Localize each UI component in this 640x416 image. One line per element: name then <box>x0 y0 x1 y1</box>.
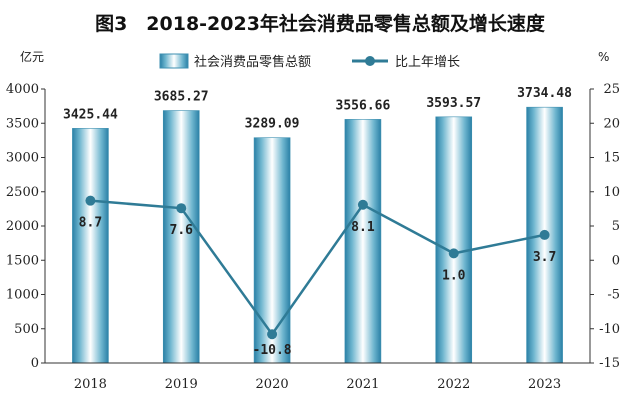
bar-value-label-2018: 3425.44 <box>63 107 118 122</box>
right-tick-label: 5 <box>612 219 620 234</box>
bar-value-label-2020: 3289.09 <box>245 117 300 132</box>
legend: 社会消费品零售总额 比上年增长 <box>159 53 460 70</box>
right-tick-label: 15 <box>603 151 620 166</box>
right-tick-label: 10 <box>603 185 620 200</box>
x-axis-ticks: 2018 2019 2020 2021 2022 2023 <box>74 377 561 392</box>
right-tick-label: -15 <box>599 356 620 371</box>
left-tick-label: 2500 <box>6 185 39 200</box>
left-tick-label: 3500 <box>6 116 39 131</box>
growth-point-2021 <box>357 199 368 210</box>
bars-group <box>72 106 563 364</box>
left-axis-ticks: 0 500 1000 1500 2000 2500 3000 3500 4000 <box>6 82 45 371</box>
growth-point-2018 <box>85 195 96 206</box>
left-tick-label: 0 <box>31 356 39 371</box>
line-group <box>85 195 550 340</box>
legend-bar-swatch <box>159 53 189 69</box>
right-tick-label: 20 <box>603 116 620 131</box>
bar-value-label-2022: 3593.57 <box>426 96 481 111</box>
right-axis-unit: % <box>598 50 609 64</box>
right-tick-label: 0 <box>612 253 620 268</box>
right-tick-label: -5 <box>607 288 620 303</box>
bar-2018 <box>72 128 109 364</box>
x-tick-label-2018: 2018 <box>74 377 107 392</box>
growth-point-2022 <box>448 248 459 259</box>
growth-value-label-2022: 1.0 <box>442 268 466 283</box>
growth-line <box>90 199 545 337</box>
x-tick-label-2019: 2019 <box>165 377 198 392</box>
growth-value-label-2021: 8.1 <box>351 220 375 235</box>
left-axis-unit: 亿元 <box>20 49 44 64</box>
growth-value-label-2020: -10.8 <box>253 343 292 358</box>
left-tick-label: 3000 <box>6 151 39 166</box>
bar-2022 <box>435 116 473 364</box>
legend-line-label: 比上年增长 <box>395 55 460 70</box>
legend-line-marker <box>365 56 375 66</box>
left-tick-label: 1500 <box>6 253 39 268</box>
line-labels-group: 8.7 7.6 -10.8 8.1 1.0 3.7 <box>79 216 557 359</box>
legend-bar-label: 社会消费品零售总额 <box>194 54 311 70</box>
right-axis-ticks: -15 -10 -5 0 5 10 15 20 25 <box>590 82 620 371</box>
bar-labels-group: 3425.44 3685.27 3289.09 3556.66 3593.57 3734.… <box>63 86 572 132</box>
left-tick-label: 4000 <box>6 82 39 97</box>
bar-value-label-2021: 3556.66 <box>336 98 391 113</box>
x-tick-label-2020: 2020 <box>256 377 289 392</box>
growth-value-label-2019: 7.6 <box>170 223 194 238</box>
left-tick-label: 1000 <box>6 288 39 303</box>
left-tick-label: 2000 <box>6 219 39 234</box>
right-tick-label: -10 <box>599 322 620 337</box>
bar-value-label-2019: 3685.27 <box>154 90 209 105</box>
right-tick-label: 25 <box>603 82 620 97</box>
growth-point-2020 <box>267 329 278 340</box>
bar-value-label-2023: 3734.48 <box>517 86 572 101</box>
growth-value-label-2018: 8.7 <box>79 216 102 231</box>
growth-value-label-2023: 3.7 <box>533 250 556 265</box>
growth-point-2023 <box>539 229 550 240</box>
growth-point-2019 <box>176 203 187 214</box>
bar-2020 <box>253 137 291 364</box>
left-tick-label: 500 <box>14 322 39 337</box>
x-tick-label-2021: 2021 <box>346 377 379 392</box>
bar-2021 <box>344 119 382 364</box>
x-tick-label-2022: 2022 <box>437 377 470 392</box>
x-tick-label-2023: 2023 <box>528 377 561 392</box>
chart-title: 图3 2018-2023年社会消费品零售总额及增长速度 <box>95 12 546 35</box>
